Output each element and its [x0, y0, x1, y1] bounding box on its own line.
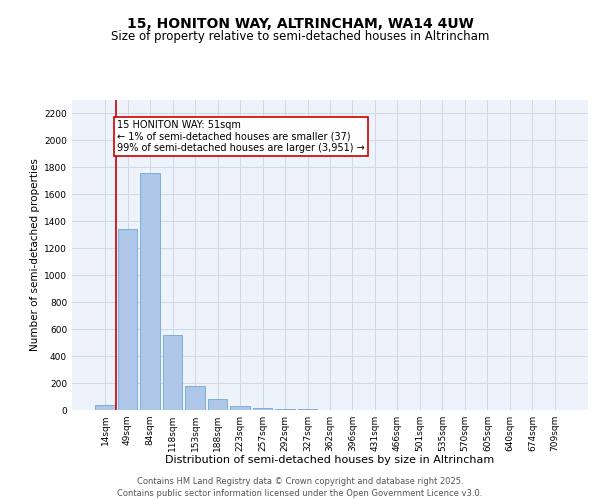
- Bar: [185, 386, 205, 410]
- Text: 15, HONITON WAY, ALTRINCHAM, WA14 4UW: 15, HONITON WAY, ALTRINCHAM, WA14 4UW: [127, 18, 473, 32]
- Bar: [95, 405, 115, 410]
- X-axis label: Distribution of semi-detached houses by size in Altrincham: Distribution of semi-detached houses by …: [166, 456, 494, 466]
- Y-axis label: Number of semi-detached properties: Number of semi-detached properties: [30, 158, 40, 352]
- Bar: [230, 406, 250, 410]
- Bar: [118, 230, 137, 410]
- Bar: [298, 409, 317, 410]
- Bar: [163, 334, 182, 410]
- Text: Contains HM Land Registry data © Crown copyright and database right 2025.
Contai: Contains HM Land Registry data © Crown c…: [118, 476, 482, 498]
- Bar: [140, 173, 160, 410]
- Bar: [275, 408, 295, 410]
- Text: Size of property relative to semi-detached houses in Altrincham: Size of property relative to semi-detach…: [111, 30, 489, 43]
- Bar: [253, 408, 272, 410]
- Bar: [208, 399, 227, 410]
- Text: 15 HONITON WAY: 51sqm
← 1% of semi-detached houses are smaller (37)
99% of semi-: 15 HONITON WAY: 51sqm ← 1% of semi-detac…: [118, 120, 365, 154]
